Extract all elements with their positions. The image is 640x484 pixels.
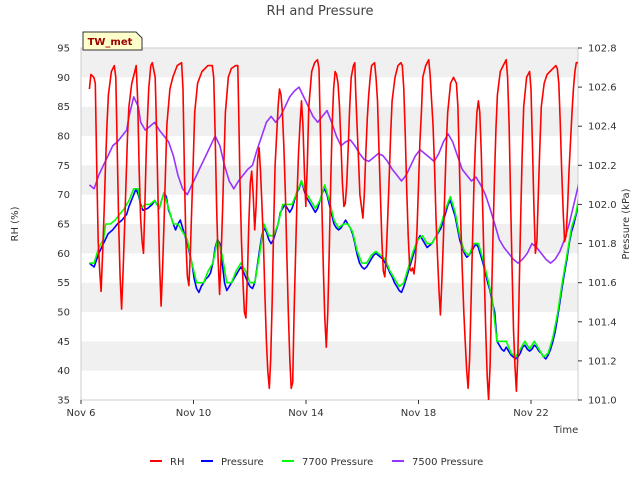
y-right-tick-label: 102.0 bbox=[588, 200, 617, 211]
y-right-tick-label: 101.6 bbox=[588, 278, 617, 289]
grid-band bbox=[81, 77, 578, 107]
x-axis-label: Time bbox=[553, 425, 578, 436]
x-tick-label: Nov 14 bbox=[288, 408, 323, 419]
x-tick-label: Nov 18 bbox=[401, 408, 436, 419]
legend: RH Pressure 7700 Pressure 7500 Pressure bbox=[150, 457, 483, 468]
series-line-pressure bbox=[88, 180, 578, 360]
grid-band bbox=[81, 48, 578, 78]
y-axis-right-label: Pressure (kPa) bbox=[621, 188, 632, 259]
y-left-tick-label: 55 bbox=[57, 278, 70, 289]
legend-label: Pressure bbox=[221, 457, 264, 468]
y-axis-left-label: RH (%) bbox=[10, 206, 21, 241]
y-left-tick-label: 65 bbox=[57, 220, 70, 231]
series-line-rh bbox=[88, 58, 578, 400]
y-right-tick-label: 102.6 bbox=[588, 83, 617, 94]
y-left-tick-label: 45 bbox=[57, 337, 70, 348]
y-right-tick-label: 102.4 bbox=[588, 122, 617, 133]
legend-label: 7500 Pressure bbox=[412, 457, 483, 468]
y-left-tick-label: 70 bbox=[57, 190, 70, 201]
y-left-tick-label: 35 bbox=[57, 396, 70, 407]
station-badge-box bbox=[82, 31, 143, 51]
x-tick-label: Nov 22 bbox=[513, 408, 548, 419]
grid-band bbox=[81, 312, 578, 342]
y-left-tick-label: 50 bbox=[57, 308, 70, 319]
legend-label: RH bbox=[170, 457, 184, 468]
grid-band bbox=[81, 282, 578, 312]
chart-title: RH and Pressure bbox=[266, 4, 373, 19]
legend-label: 7700 Pressure bbox=[302, 457, 373, 468]
y-left-tick-label: 90 bbox=[57, 73, 70, 84]
y-left-tick-label: 95 bbox=[57, 44, 70, 55]
y-right-tick-label: 101.2 bbox=[588, 356, 617, 367]
y-right-tick-label: 102.8 bbox=[588, 44, 617, 55]
x-tick-label: Nov 10 bbox=[176, 408, 211, 419]
y-left-tick-label: 75 bbox=[57, 161, 70, 172]
grid-band bbox=[81, 136, 578, 166]
series-line-7700-pressure bbox=[89, 180, 578, 358]
y-left-tick-label: 40 bbox=[57, 366, 70, 377]
station-badge: TW_met bbox=[82, 31, 143, 51]
y-left-tick-label: 60 bbox=[57, 249, 70, 260]
grid-band bbox=[81, 370, 578, 400]
y-left-tick-label: 85 bbox=[57, 102, 70, 113]
plot-frame bbox=[80, 47, 579, 401]
station-badge-label: TW_met bbox=[88, 37, 133, 48]
x-tick-label: Nov 6 bbox=[66, 408, 95, 419]
y-right-tick-label: 101.8 bbox=[588, 239, 617, 250]
y-left-tick-label: 80 bbox=[57, 132, 70, 143]
y-right-tick-label: 101.0 bbox=[588, 396, 617, 407]
y-right-tick-label: 101.4 bbox=[588, 317, 617, 328]
grid-band bbox=[81, 341, 578, 371]
grid-band bbox=[81, 165, 578, 195]
y-right-tick-label: 102.2 bbox=[588, 161, 617, 172]
